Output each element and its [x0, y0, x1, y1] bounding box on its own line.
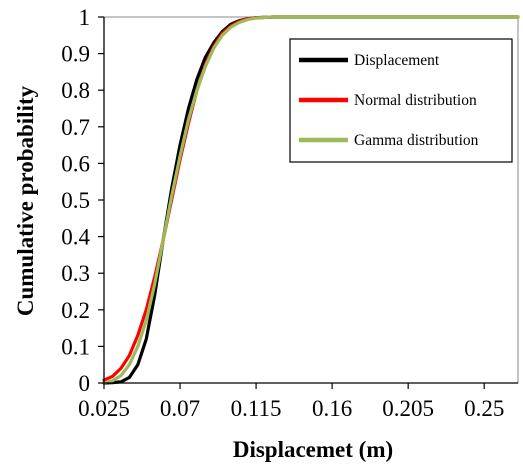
y-tick-label: 0.4: [61, 225, 90, 250]
x-tick-label: 0.16: [312, 396, 352, 421]
y-tick-label: 1: [79, 5, 91, 30]
legend: Displacement Normal distribution Gamma dis…: [289, 38, 513, 163]
y-axis-title: Cumulative probability: [13, 85, 38, 316]
y-tick-label: 0.6: [61, 151, 90, 176]
axes-layer: 0 0.1 0.2 0.3 0.4 0.5 0.6 0.7 0.8 0.9 1 0.025 0.07 0.…: [61, 5, 518, 421]
x-tick-label: 0.115: [231, 396, 282, 421]
y-tick-label: 0.3: [61, 261, 90, 286]
x-tick-label: 0.07: [160, 396, 200, 421]
x-tick-label: 0.25: [464, 396, 504, 421]
x-axis-title: Displacemet (m): [233, 437, 393, 462]
y-tick-label: 0.7: [61, 115, 90, 140]
y-tick-label: 0.9: [61, 42, 90, 67]
y-tick-label: 0.8: [61, 78, 90, 103]
series-line-3: [102, 15, 520, 385]
series-layer: [102, 15, 520, 385]
legend-label: Normal distribution: [354, 92, 477, 109]
y-tick-label: 0: [79, 371, 91, 396]
x-tick-label: 0.205: [382, 396, 434, 421]
legend-label: Displacement: [354, 52, 440, 69]
y-tick-label: 0.2: [61, 298, 90, 323]
x-tick-label: 0.025: [78, 396, 130, 421]
y-tick-label: 0.1: [61, 334, 90, 359]
y-tick-label: 0.5: [61, 188, 90, 213]
legend-label: Gamma distribution: [354, 132, 479, 149]
